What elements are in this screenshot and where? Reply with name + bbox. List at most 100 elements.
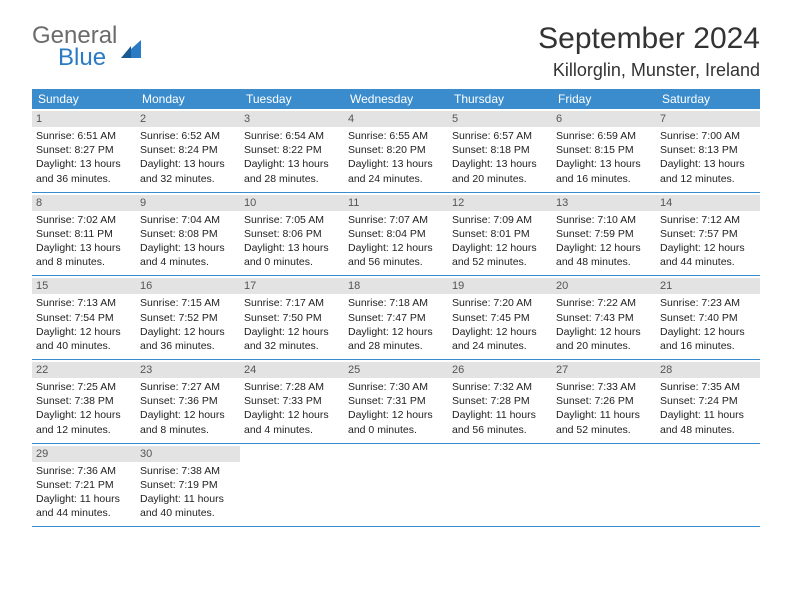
day-number: 29 xyxy=(32,446,136,462)
day-cell: 18 Sunrise: 7:18 AMSunset: 7:47 PMDayligh… xyxy=(344,276,448,359)
day-cell: 13Sunrise: 7:10 AMSunset: 7:59 PMDayligh… xyxy=(552,193,656,276)
day-cell: 15Sunrise: 7:13 AMSunset: 7:54 PMDayligh… xyxy=(32,276,136,359)
day-info: Sunrise: 7:22 AMSunset: 7:43 PMDaylight:… xyxy=(556,296,652,353)
day-cell: 4 Sunrise: 6:55 AMSunset: 8:20 PMDaylight… xyxy=(344,109,448,192)
day-cell xyxy=(656,444,760,527)
day-cell: 16 Sunrise: 7:15 AMSunset: 7:52 PMDayligh… xyxy=(136,276,240,359)
day-number: 24 xyxy=(240,362,344,378)
week-row: 29 Sunrise: 7:36 AMSunset: 7:21 PMDayligh… xyxy=(32,444,760,528)
day-number: 11 xyxy=(344,195,448,211)
day-info: Sunrise: 7:25 AMSunset: 7:38 PMDaylight:… xyxy=(36,380,132,437)
day-info: Sunrise: 7:36 AMSunset: 7:21 PMDaylight:… xyxy=(36,464,132,521)
day-cell: 27Sunrise: 7:33 AMSunset: 7:26 PMDayligh… xyxy=(552,360,656,443)
day-info: Sunrise: 7:23 AMSunset: 7:40 PMDaylight:… xyxy=(660,296,756,353)
day-header: Sunday xyxy=(32,89,136,109)
location-text: Killorglin, Munster, Ireland xyxy=(538,60,760,81)
day-info: Sunrise: 6:59 AMSunset: 8:15 PMDaylight:… xyxy=(556,129,652,186)
day-number: 12 xyxy=(448,195,552,211)
day-info: Sunrise: 7:12 AMSunset: 7:57 PMDaylight:… xyxy=(660,213,756,270)
day-info: Sunrise: 7:32 AMSunset: 7:28 PMDaylight:… xyxy=(452,380,548,437)
day-cell: 23Sunrise: 7:27 AMSunset: 7:36 PMDayligh… xyxy=(136,360,240,443)
day-info: Sunrise: 7:15 AMSunset: 7:52 PMDaylight:… xyxy=(140,296,236,353)
day-number: 1 xyxy=(32,111,136,127)
day-header-row: SundayMondayTuesdayWednesdayThursdayFrid… xyxy=(32,89,760,109)
day-cell: 26 Sunrise: 7:32 AMSunset: 7:28 PMDayligh… xyxy=(448,360,552,443)
day-number: 22 xyxy=(32,362,136,378)
day-info: Sunrise: 7:28 AMSunset: 7:33 PMDaylight:… xyxy=(244,380,340,437)
day-info: Sunrise: 6:51 AMSunset: 8:27 PMDaylight:… xyxy=(36,129,132,186)
day-cell xyxy=(448,444,552,527)
day-number: 2 xyxy=(136,111,240,127)
day-info: Sunrise: 6:54 AMSunset: 8:22 PMDaylight:… xyxy=(244,129,340,186)
day-cell: 1 Sunrise: 6:51 AMSunset: 8:27 PMDaylight… xyxy=(32,109,136,192)
day-cell: 9 Sunrise: 7:04 AMSunset: 8:08 PMDaylight… xyxy=(136,193,240,276)
day-info: Sunrise: 7:20 AMSunset: 7:45 PMDaylight:… xyxy=(452,296,548,353)
day-cell xyxy=(552,444,656,527)
day-info: Sunrise: 6:55 AMSunset: 8:20 PMDaylight:… xyxy=(348,129,444,186)
day-number: 26 xyxy=(448,362,552,378)
day-info: Sunrise: 6:52 AMSunset: 8:24 PMDaylight:… xyxy=(140,129,236,186)
day-cell: 24 Sunrise: 7:28 AMSunset: 7:33 PMDayligh… xyxy=(240,360,344,443)
day-header: Tuesday xyxy=(240,89,344,109)
day-cell: 6 Sunrise: 6:59 AMSunset: 8:15 PMDaylight… xyxy=(552,109,656,192)
day-number: 19 xyxy=(448,278,552,294)
day-cell: 11 Sunrise: 7:07 AMSunset: 8:04 PMDayligh… xyxy=(344,193,448,276)
day-number: 6 xyxy=(552,111,656,127)
day-cell xyxy=(344,444,448,527)
day-info: Sunrise: 7:17 AMSunset: 7:50 PMDaylight:… xyxy=(244,296,340,353)
day-cell: 28Sunrise: 7:35 AMSunset: 7:24 PMDayligh… xyxy=(656,360,760,443)
logo: General Blue xyxy=(32,22,145,72)
header: General Blue September 2024 Killorglin, … xyxy=(0,0,792,89)
day-number: 14 xyxy=(656,195,760,211)
day-info: Sunrise: 7:18 AMSunset: 7:47 PMDaylight:… xyxy=(348,296,444,353)
day-cell: 30 Sunrise: 7:38 AMSunset: 7:19 PMDayligh… xyxy=(136,444,240,527)
day-cell: 7 Sunrise: 7:00 AMSunset: 8:13 PMDaylight… xyxy=(656,109,760,192)
day-number: 15 xyxy=(32,278,136,294)
day-info: Sunrise: 6:57 AMSunset: 8:18 PMDaylight:… xyxy=(452,129,548,186)
logo-sail-icon xyxy=(119,36,145,62)
day-number: 28 xyxy=(656,362,760,378)
day-number: 16 xyxy=(136,278,240,294)
day-cell: 2 Sunrise: 6:52 AMSunset: 8:24 PMDaylight… xyxy=(136,109,240,192)
day-number: 18 xyxy=(344,278,448,294)
day-cell: 8Sunrise: 7:02 AMSunset: 8:11 PMDaylight… xyxy=(32,193,136,276)
day-header: Friday xyxy=(552,89,656,109)
day-header: Monday xyxy=(136,89,240,109)
day-cell: 3 Sunrise: 6:54 AMSunset: 8:22 PMDaylight… xyxy=(240,109,344,192)
week-row: 1 Sunrise: 6:51 AMSunset: 8:27 PMDaylight… xyxy=(32,109,760,193)
day-cell: 22 Sunrise: 7:25 AMSunset: 7:38 PMDayligh… xyxy=(32,360,136,443)
day-cell: 12Sunrise: 7:09 AMSunset: 8:01 PMDayligh… xyxy=(448,193,552,276)
day-number: 25 xyxy=(344,362,448,378)
day-cell: 10Sunrise: 7:05 AMSunset: 8:06 PMDayligh… xyxy=(240,193,344,276)
day-cell: 5 Sunrise: 6:57 AMSunset: 8:18 PMDaylight… xyxy=(448,109,552,192)
day-number: 30 xyxy=(136,446,240,462)
day-cell xyxy=(240,444,344,527)
day-number: 13 xyxy=(552,195,656,211)
day-number: 9 xyxy=(136,195,240,211)
day-info: Sunrise: 7:33 AMSunset: 7:26 PMDaylight:… xyxy=(556,380,652,437)
day-number: 5 xyxy=(448,111,552,127)
day-number: 10 xyxy=(240,195,344,211)
day-number: 7 xyxy=(656,111,760,127)
day-cell: 25Sunrise: 7:30 AMSunset: 7:31 PMDayligh… xyxy=(344,360,448,443)
day-number: 23 xyxy=(136,362,240,378)
day-info: Sunrise: 7:38 AMSunset: 7:19 PMDaylight:… xyxy=(140,464,236,521)
day-info: Sunrise: 7:07 AMSunset: 8:04 PMDaylight:… xyxy=(348,213,444,270)
week-row: 22 Sunrise: 7:25 AMSunset: 7:38 PMDayligh… xyxy=(32,360,760,444)
day-number: 3 xyxy=(240,111,344,127)
day-cell: 14 Sunrise: 7:12 AMSunset: 7:57 PMDayligh… xyxy=(656,193,760,276)
week-row: 15Sunrise: 7:13 AMSunset: 7:54 PMDayligh… xyxy=(32,276,760,360)
day-header: Saturday xyxy=(656,89,760,109)
calendar: SundayMondayTuesdayWednesdayThursdayFrid… xyxy=(32,89,760,527)
day-number: 4 xyxy=(344,111,448,127)
day-cell: 17Sunrise: 7:17 AMSunset: 7:50 PMDayligh… xyxy=(240,276,344,359)
day-info: Sunrise: 7:04 AMSunset: 8:08 PMDaylight:… xyxy=(140,213,236,270)
day-info: Sunrise: 7:00 AMSunset: 8:13 PMDaylight:… xyxy=(660,129,756,186)
day-cell: 21 Sunrise: 7:23 AMSunset: 7:40 PMDayligh… xyxy=(656,276,760,359)
day-number: 21 xyxy=(656,278,760,294)
day-header: Wednesday xyxy=(344,89,448,109)
day-number: 20 xyxy=(552,278,656,294)
day-header: Thursday xyxy=(448,89,552,109)
day-info: Sunrise: 7:02 AMSunset: 8:11 PMDaylight:… xyxy=(36,213,132,270)
title-block: September 2024 Killorglin, Munster, Irel… xyxy=(538,22,760,81)
